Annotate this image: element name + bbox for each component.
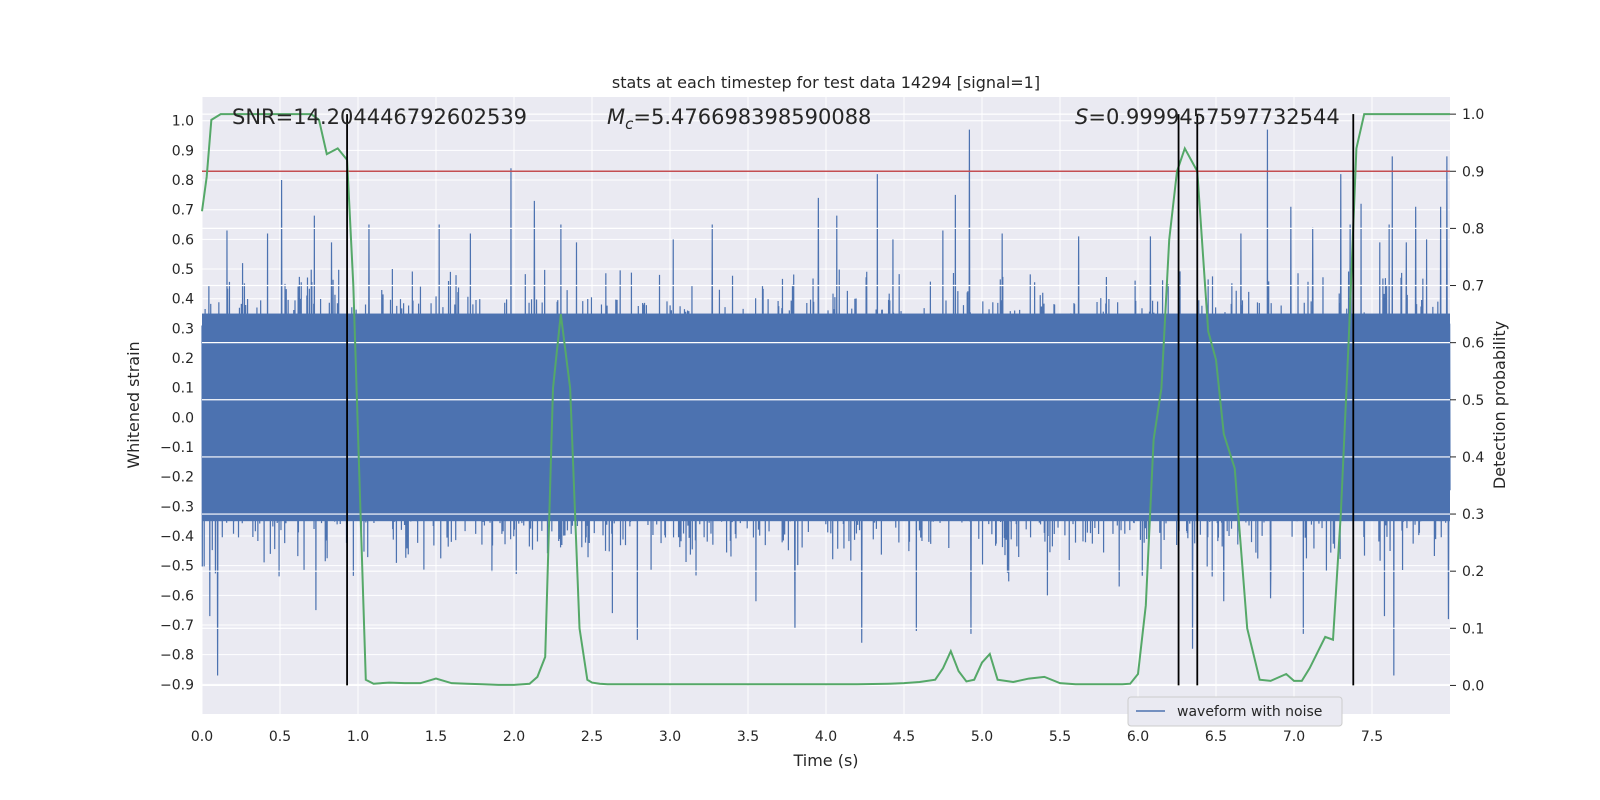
right-axis-ticks: 0.0 0.1 0.2 0.3 0.4 0.5 0.6 0.7 0.8 0.9 1.0 bbox=[1450, 107, 1484, 694]
y-tick-label: 1.0 bbox=[172, 114, 194, 130]
vertical-markers bbox=[346, 114, 1355, 686]
y-tick-label: 0.7 bbox=[172, 203, 194, 219]
x-tick-label: 0.0 bbox=[191, 729, 213, 745]
waveform-core bbox=[202, 313, 1450, 522]
s-symbol: S bbox=[1075, 105, 1088, 129]
x-tick-label: 7.5 bbox=[1361, 729, 1383, 745]
x-axis-label: Time (s) bbox=[792, 751, 858, 770]
x-tick-label: 1.0 bbox=[347, 729, 369, 745]
x-tick-label: 6.0 bbox=[1127, 729, 1149, 745]
y-tick-label: 0.0 bbox=[172, 410, 194, 426]
x-tick-label: 5.5 bbox=[1049, 729, 1071, 745]
chirp-mass-value: =5.476698398590088 bbox=[633, 105, 871, 129]
x-tick-label: 5.0 bbox=[971, 729, 993, 745]
y-tick-label: 0.8 bbox=[172, 173, 194, 189]
y-tick-label: 0.2 bbox=[172, 351, 194, 367]
y-tick-label: −0.1 bbox=[160, 440, 194, 456]
s-value: =0.9999457597732544 bbox=[1088, 105, 1339, 129]
right-tick-label: 0.0 bbox=[1462, 678, 1484, 694]
right-tick-label: 0.4 bbox=[1462, 450, 1484, 466]
y-tick-label: 0.1 bbox=[172, 381, 194, 397]
x-tick-label: 7.0 bbox=[1283, 729, 1305, 745]
right-tick-label: 1.0 bbox=[1462, 107, 1484, 123]
y-tick-label: 0.6 bbox=[172, 232, 194, 248]
waveform-series bbox=[201, 129, 1451, 676]
x-tick-label: 2.0 bbox=[503, 729, 525, 745]
right-tick-label: 0.9 bbox=[1462, 164, 1484, 180]
y-tick-label: 0.9 bbox=[172, 143, 194, 159]
x-tick-label: 0.5 bbox=[269, 729, 291, 745]
right-tick-label: 0.8 bbox=[1462, 221, 1484, 237]
y-tick-label: −0.9 bbox=[160, 677, 194, 693]
y-tick-label: 0.4 bbox=[172, 292, 194, 308]
snr-annotation: SNR=14.204446792602539 bbox=[232, 105, 527, 129]
y-tick-label: −0.3 bbox=[160, 499, 194, 515]
y-tick-label: −0.4 bbox=[160, 529, 194, 545]
legend: waveform with noise bbox=[1127, 696, 1343, 727]
chirp-mass-subscript: c bbox=[625, 115, 634, 133]
left-axis-label: Whitened strain bbox=[124, 341, 143, 468]
left-axis-ticks: −0.9 −0.8 −0.7 −0.6 −0.5 −0.4 −0.3 −0.2 −0.1 0.0 0… bbox=[160, 114, 194, 694]
chirp-mass-symbol: M bbox=[607, 105, 625, 129]
right-tick-label: 0.2 bbox=[1462, 564, 1484, 580]
legend-label: waveform with noise bbox=[1177, 704, 1322, 720]
s-annotation: S=0.9999457597732544 bbox=[1075, 105, 1340, 129]
right-tick-label: 0.3 bbox=[1462, 507, 1484, 523]
right-tick-label: 0.7 bbox=[1462, 279, 1484, 295]
probability-line bbox=[201, 113, 1450, 686]
x-tick-label: 2.5 bbox=[581, 729, 603, 745]
right-tick-label: 0.1 bbox=[1462, 621, 1484, 637]
right-tick-label: 0.6 bbox=[1462, 336, 1484, 352]
x-tick-label: 3.0 bbox=[659, 729, 681, 745]
x-axis-ticks: 0.0 0.5 1.0 1.5 2.0 2.5 3.0 3.5 4.0 4.5 5.0 5.5 6.0 6… bbox=[191, 729, 1383, 745]
y-tick-label: 0.5 bbox=[172, 262, 194, 278]
y-tick-label: −0.7 bbox=[160, 618, 194, 634]
x-tick-label: 6.5 bbox=[1205, 729, 1227, 745]
y-tick-label: −0.6 bbox=[160, 588, 194, 604]
probability-series bbox=[201, 113, 1450, 686]
y-tick-label: 0.3 bbox=[172, 321, 194, 337]
right-tick-label: 0.5 bbox=[1462, 393, 1484, 409]
x-tick-label: 4.5 bbox=[893, 729, 915, 745]
x-tick-label: 4.0 bbox=[815, 729, 837, 745]
x-tick-label: 1.5 bbox=[425, 729, 447, 745]
chirp-mass-annotation: Mc=5.476698398590088 bbox=[607, 105, 871, 133]
y-tick-label: −0.8 bbox=[160, 648, 194, 664]
y-tick-label: −0.2 bbox=[160, 470, 194, 486]
y-tick-label: −0.5 bbox=[160, 559, 194, 575]
x-tick-label: 3.5 bbox=[737, 729, 759, 745]
legend-box bbox=[1127, 696, 1343, 727]
chart-title: stats at each timestep for test data 142… bbox=[612, 73, 1040, 92]
right-axis-label: Detection probability bbox=[1490, 321, 1509, 489]
